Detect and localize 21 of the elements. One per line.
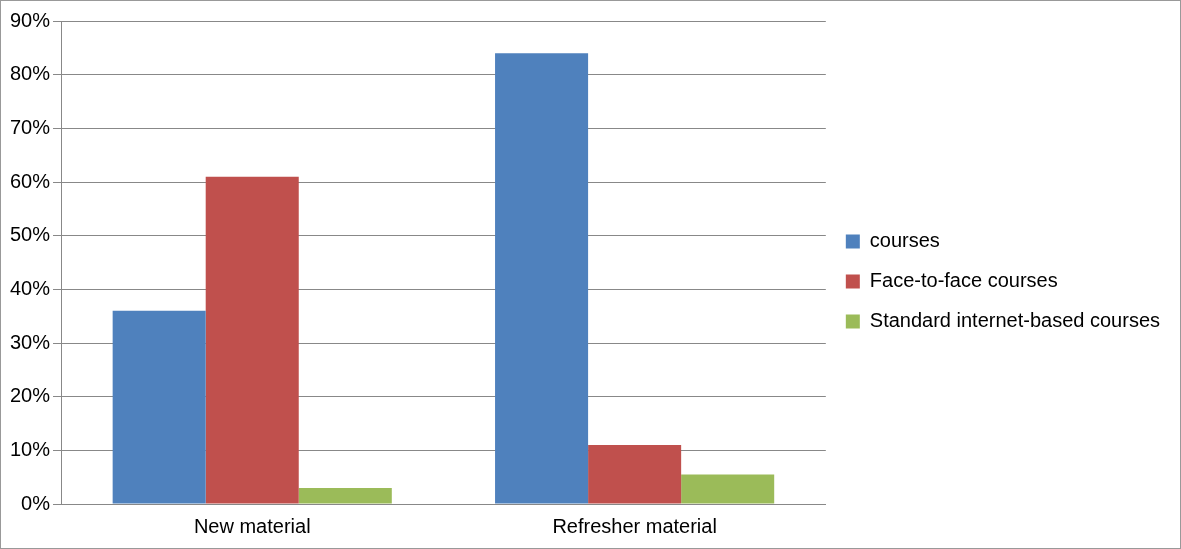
bar <box>681 474 775 504</box>
y-tick-label: 80% <box>10 62 51 85</box>
y-tick-label: 0% <box>21 491 51 514</box>
bar <box>298 487 392 504</box>
y-tick-label: 70% <box>10 115 51 138</box>
legend-label: courses <box>869 229 940 252</box>
bar <box>112 310 206 504</box>
y-tick-label: 40% <box>10 276 51 299</box>
y-tick-label: 20% <box>10 384 51 407</box>
legend-label: Face-to-face courses <box>869 269 1058 292</box>
y-tick-label: 60% <box>10 169 51 192</box>
y-tick-label: 90% <box>10 8 51 31</box>
y-tick-label: 30% <box>10 330 51 353</box>
bar <box>588 444 682 504</box>
y-tick-label: 10% <box>10 437 51 460</box>
x-tick-label: Refresher material <box>552 514 717 537</box>
y-tick-label: 50% <box>10 223 51 246</box>
bar <box>205 176 299 504</box>
bar <box>495 53 589 504</box>
legend-label: Standard internet-based courses <box>869 309 1161 332</box>
x-tick-label: New material <box>193 514 311 537</box>
